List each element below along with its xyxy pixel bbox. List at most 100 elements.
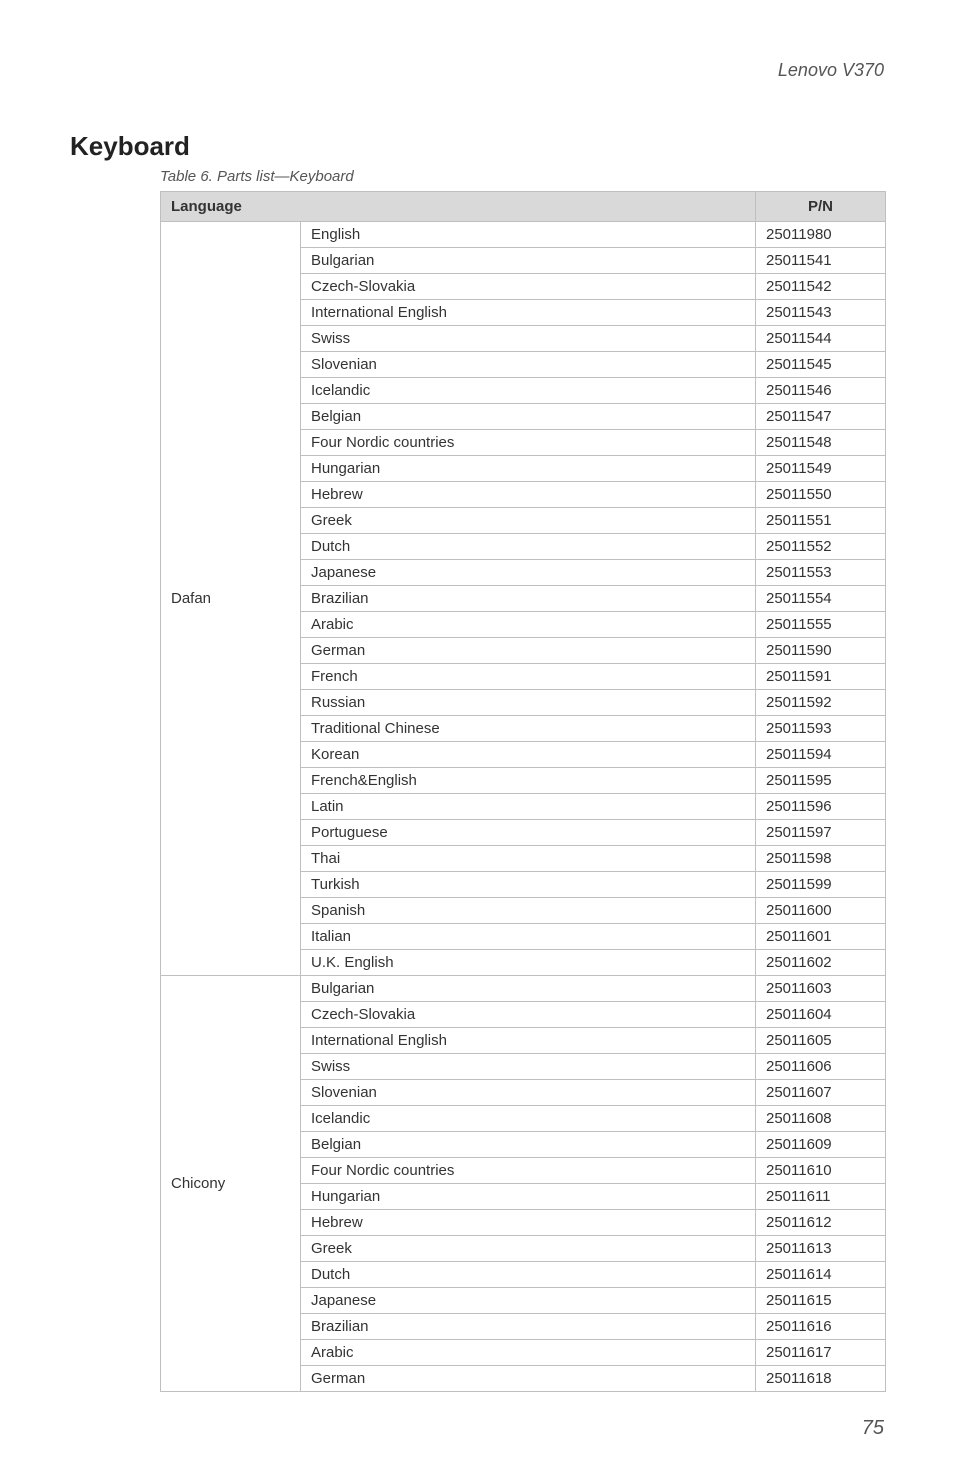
pn-cell: 25011617: [756, 1340, 886, 1366]
pn-cell: 25011550: [756, 482, 886, 508]
language-cell: Arabic: [301, 612, 756, 638]
language-cell: German: [301, 638, 756, 664]
language-cell: Slovenian: [301, 352, 756, 378]
language-cell: Brazilian: [301, 1314, 756, 1340]
pn-cell: 25011543: [756, 300, 886, 326]
language-cell: Hebrew: [301, 1210, 756, 1236]
pn-cell: 25011607: [756, 1080, 886, 1106]
pn-cell: 25011549: [756, 456, 886, 482]
col-pn: P/N: [756, 192, 886, 222]
pn-cell: 25011618: [756, 1366, 886, 1392]
language-cell: French&English: [301, 768, 756, 794]
pn-cell: 25011546: [756, 378, 886, 404]
language-cell: Icelandic: [301, 378, 756, 404]
pn-cell: 25011609: [756, 1132, 886, 1158]
col-language: Language: [161, 192, 756, 222]
table-body: DafanEnglish25011980Bulgarian25011541Cze…: [161, 222, 886, 1392]
language-cell: Thai: [301, 846, 756, 872]
language-cell: Belgian: [301, 404, 756, 430]
pn-cell: 25011608: [756, 1106, 886, 1132]
language-cell: German: [301, 1366, 756, 1392]
pn-cell: 25011590: [756, 638, 886, 664]
table-header-row: Language P/N: [161, 192, 886, 222]
brand-cell: Chicony: [161, 976, 301, 1392]
pn-cell: 25011980: [756, 222, 886, 248]
language-cell: Portuguese: [301, 820, 756, 846]
pn-cell: 25011597: [756, 820, 886, 846]
table-row: DafanEnglish25011980: [161, 222, 886, 248]
pn-cell: 25011553: [756, 560, 886, 586]
pn-cell: 25011600: [756, 898, 886, 924]
pn-cell: 25011612: [756, 1210, 886, 1236]
language-cell: Four Nordic countries: [301, 1158, 756, 1184]
brand-cell: Dafan: [161, 222, 301, 976]
language-cell: Turkish: [301, 872, 756, 898]
pn-cell: 25011541: [756, 248, 886, 274]
pn-cell: 25011592: [756, 690, 886, 716]
language-cell: International English: [301, 300, 756, 326]
language-cell: Spanish: [301, 898, 756, 924]
pn-cell: 25011611: [756, 1184, 886, 1210]
language-cell: French: [301, 664, 756, 690]
language-cell: U.K. English: [301, 950, 756, 976]
language-cell: Korean: [301, 742, 756, 768]
language-cell: Bulgarian: [301, 248, 756, 274]
pn-cell: 25011545: [756, 352, 886, 378]
pn-cell: 25011555: [756, 612, 886, 638]
pn-cell: 25011554: [756, 586, 886, 612]
pn-cell: 25011599: [756, 872, 886, 898]
pn-cell: 25011544: [756, 326, 886, 352]
language-cell: Brazilian: [301, 586, 756, 612]
page-number: 75: [70, 1417, 884, 1440]
pn-cell: 25011551: [756, 508, 886, 534]
language-cell: Latin: [301, 794, 756, 820]
pn-cell: 25011610: [756, 1158, 886, 1184]
language-cell: Czech-Slovakia: [301, 274, 756, 300]
pn-cell: 25011603: [756, 976, 886, 1002]
language-cell: Bulgarian: [301, 976, 756, 1002]
language-cell: Arabic: [301, 1340, 756, 1366]
table-caption: Table 6. Parts list—Keyboard: [160, 168, 884, 185]
pn-cell: 25011598: [756, 846, 886, 872]
language-cell: Slovenian: [301, 1080, 756, 1106]
language-cell: Japanese: [301, 1288, 756, 1314]
parts-table: Language P/N DafanEnglish25011980Bulgari…: [160, 191, 886, 1392]
language-cell: Swiss: [301, 326, 756, 352]
pn-cell: 25011604: [756, 1002, 886, 1028]
document-header: Lenovo V370: [70, 60, 884, 81]
pn-cell: 25011606: [756, 1054, 886, 1080]
pn-cell: 25011602: [756, 950, 886, 976]
language-cell: English: [301, 222, 756, 248]
language-cell: Hungarian: [301, 1184, 756, 1210]
language-cell: Swiss: [301, 1054, 756, 1080]
language-cell: International English: [301, 1028, 756, 1054]
language-cell: Dutch: [301, 534, 756, 560]
pn-cell: 25011547: [756, 404, 886, 430]
language-cell: Traditional Chinese: [301, 716, 756, 742]
language-cell: Greek: [301, 1236, 756, 1262]
pn-cell: 25011594: [756, 742, 886, 768]
language-cell: Italian: [301, 924, 756, 950]
language-cell: Greek: [301, 508, 756, 534]
pn-cell: 25011593: [756, 716, 886, 742]
pn-cell: 25011591: [756, 664, 886, 690]
section-title: Keyboard: [70, 131, 884, 162]
language-cell: Icelandic: [301, 1106, 756, 1132]
pn-cell: 25011605: [756, 1028, 886, 1054]
language-cell: Belgian: [301, 1132, 756, 1158]
table-row: ChiconyBulgarian25011603: [161, 976, 886, 1002]
pn-cell: 25011601: [756, 924, 886, 950]
pn-cell: 25011614: [756, 1262, 886, 1288]
pn-cell: 25011542: [756, 274, 886, 300]
language-cell: Russian: [301, 690, 756, 716]
pn-cell: 25011595: [756, 768, 886, 794]
pn-cell: 25011552: [756, 534, 886, 560]
language-cell: Czech-Slovakia: [301, 1002, 756, 1028]
pn-cell: 25011548: [756, 430, 886, 456]
language-cell: Hungarian: [301, 456, 756, 482]
pn-cell: 25011616: [756, 1314, 886, 1340]
pn-cell: 25011596: [756, 794, 886, 820]
language-cell: Japanese: [301, 560, 756, 586]
pn-cell: 25011613: [756, 1236, 886, 1262]
language-cell: Four Nordic countries: [301, 430, 756, 456]
